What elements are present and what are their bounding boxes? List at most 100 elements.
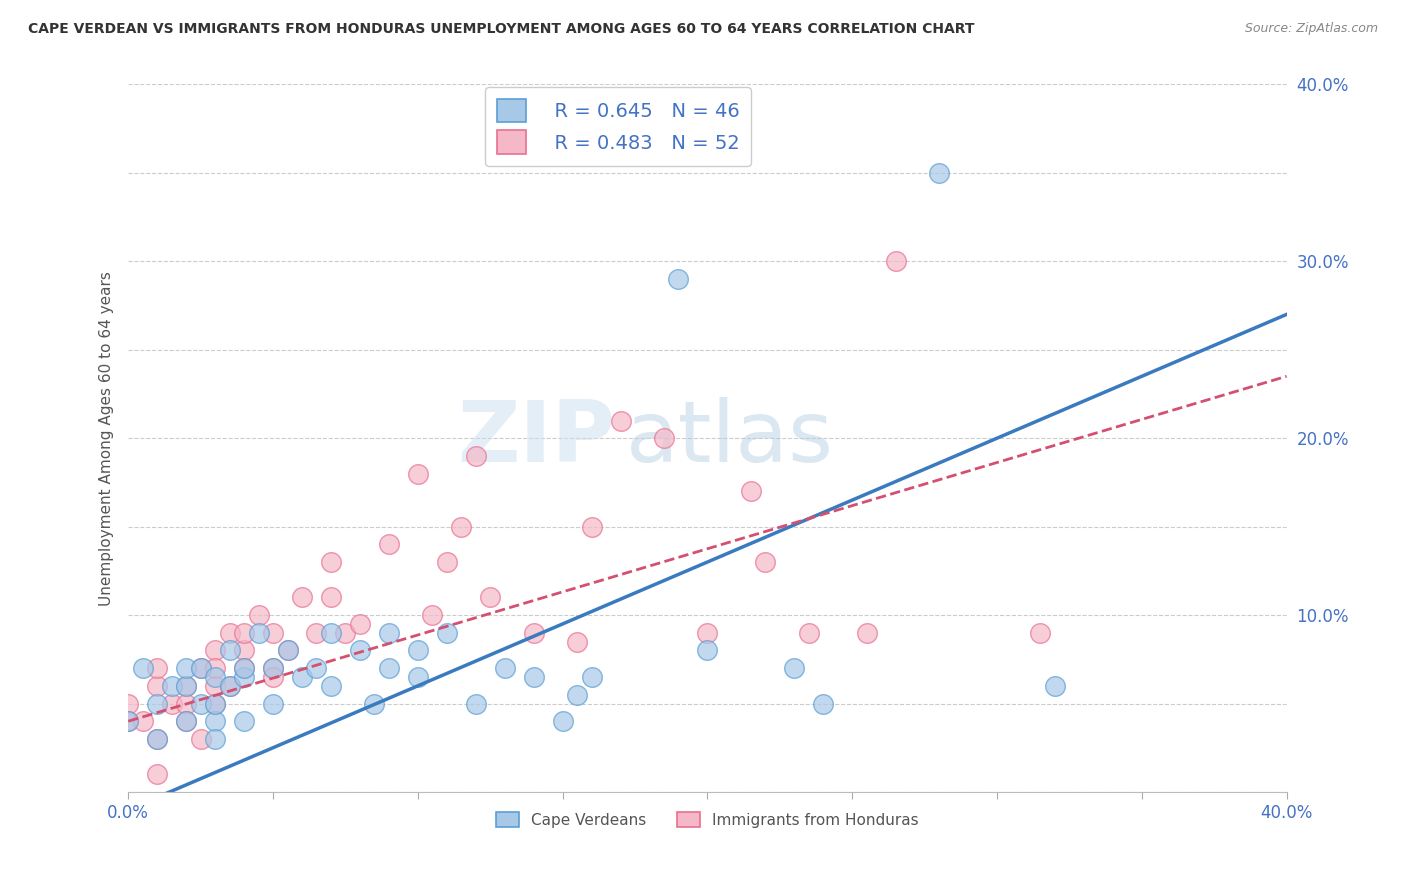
Point <box>291 670 314 684</box>
Point <box>204 697 226 711</box>
Point <box>319 679 342 693</box>
Point <box>204 670 226 684</box>
Point <box>146 697 169 711</box>
Point <box>204 661 226 675</box>
Point <box>436 625 458 640</box>
Point <box>174 679 197 693</box>
Point <box>276 643 298 657</box>
Point <box>174 697 197 711</box>
Point <box>855 625 877 640</box>
Point <box>652 431 675 445</box>
Point <box>204 643 226 657</box>
Point <box>291 591 314 605</box>
Text: atlas: atlas <box>626 397 834 480</box>
Point <box>305 625 328 640</box>
Point <box>160 697 183 711</box>
Point <box>190 661 212 675</box>
Point <box>884 254 907 268</box>
Point <box>565 688 588 702</box>
Point <box>797 625 820 640</box>
Point <box>233 661 256 675</box>
Point <box>117 714 139 729</box>
Point <box>204 714 226 729</box>
Point <box>581 670 603 684</box>
Point <box>523 625 546 640</box>
Point <box>204 697 226 711</box>
Point <box>523 670 546 684</box>
Point <box>276 643 298 657</box>
Point <box>190 731 212 746</box>
Point <box>740 484 762 499</box>
Point <box>494 661 516 675</box>
Point <box>190 661 212 675</box>
Point <box>117 697 139 711</box>
Text: Source: ZipAtlas.com: Source: ZipAtlas.com <box>1244 22 1378 36</box>
Text: CAPE VERDEAN VS IMMIGRANTS FROM HONDURAS UNEMPLOYMENT AMONG AGES 60 TO 64 YEARS : CAPE VERDEAN VS IMMIGRANTS FROM HONDURAS… <box>28 22 974 37</box>
Point <box>406 467 429 481</box>
Point <box>783 661 806 675</box>
Point <box>132 661 155 675</box>
Point <box>174 714 197 729</box>
Point <box>1043 679 1066 693</box>
Point <box>696 643 718 657</box>
Point <box>204 679 226 693</box>
Point <box>1029 625 1052 640</box>
Point <box>262 670 284 684</box>
Point <box>233 643 256 657</box>
Point <box>378 537 401 551</box>
Point <box>146 731 169 746</box>
Point <box>609 413 631 427</box>
Point <box>146 767 169 781</box>
Point <box>247 608 270 623</box>
Point <box>117 714 139 729</box>
Point <box>349 616 371 631</box>
Point <box>218 679 240 693</box>
Point <box>551 714 574 729</box>
Point <box>319 625 342 640</box>
Point <box>160 679 183 693</box>
Y-axis label: Unemployment Among Ages 60 to 64 years: Unemployment Among Ages 60 to 64 years <box>100 271 114 606</box>
Point <box>928 166 950 180</box>
Point <box>262 625 284 640</box>
Point <box>378 625 401 640</box>
Point <box>146 679 169 693</box>
Point <box>319 591 342 605</box>
Point <box>305 661 328 675</box>
Point <box>335 625 357 640</box>
Point <box>754 555 776 569</box>
Point <box>190 697 212 711</box>
Point <box>319 555 342 569</box>
Point <box>378 661 401 675</box>
Point <box>204 731 226 746</box>
Point <box>233 661 256 675</box>
Point <box>450 519 472 533</box>
Point <box>262 661 284 675</box>
Point <box>174 679 197 693</box>
Point <box>363 697 385 711</box>
Point <box>464 449 486 463</box>
Point <box>565 634 588 648</box>
Point <box>146 661 169 675</box>
Point <box>668 272 690 286</box>
Point <box>406 643 429 657</box>
Point <box>233 670 256 684</box>
Point <box>262 697 284 711</box>
Point <box>146 731 169 746</box>
Point <box>132 714 155 729</box>
Point <box>233 714 256 729</box>
Legend: Cape Verdeans, Immigrants from Honduras: Cape Verdeans, Immigrants from Honduras <box>489 805 925 834</box>
Point <box>696 625 718 640</box>
Point <box>436 555 458 569</box>
Point <box>218 679 240 693</box>
Point <box>174 714 197 729</box>
Point <box>349 643 371 657</box>
Point <box>581 519 603 533</box>
Point <box>174 661 197 675</box>
Point <box>218 643 240 657</box>
Point <box>218 625 240 640</box>
Point <box>420 608 443 623</box>
Point <box>262 661 284 675</box>
Point <box>406 670 429 684</box>
Point <box>233 625 256 640</box>
Point <box>464 697 486 711</box>
